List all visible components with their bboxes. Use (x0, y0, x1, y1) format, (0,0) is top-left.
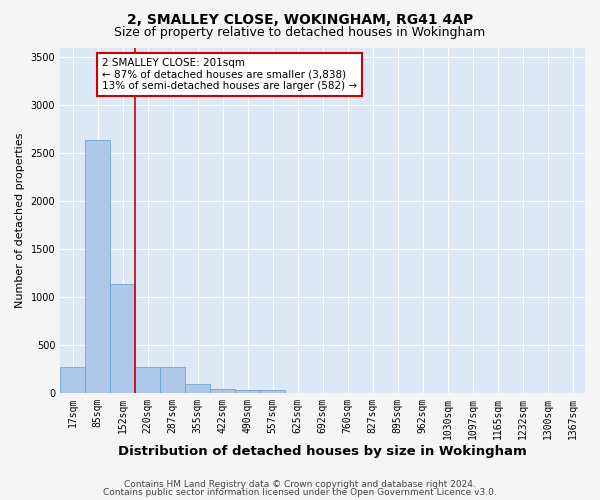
Bar (185, 384, 210, 393)
Bar (235, 390, 260, 393)
Bar (210, 388, 235, 393)
Bar (110, 284, 135, 393)
Text: Size of property relative to detached houses in Wokingham: Size of property relative to detached ho… (115, 26, 485, 39)
Bar (160, 367, 185, 393)
Text: Contains HM Land Registry data © Crown copyright and database right 2024.: Contains HM Land Registry data © Crown c… (124, 480, 476, 489)
Y-axis label: Number of detached properties: Number of detached properties (15, 132, 25, 308)
Bar (85, 140, 110, 393)
Text: 2 SMALLEY CLOSE: 201sqm
← 87% of detached houses are smaller (3,838)
13% of semi: 2 SMALLEY CLOSE: 201sqm ← 87% of detache… (102, 58, 357, 91)
Bar (260, 390, 285, 393)
Text: Contains public sector information licensed under the Open Government Licence v3: Contains public sector information licen… (103, 488, 497, 497)
Bar (60, 367, 85, 393)
Bar (135, 366, 160, 393)
X-axis label: Distribution of detached houses by size in Wokingham: Distribution of detached houses by size … (118, 444, 527, 458)
Text: 2, SMALLEY CLOSE, WOKINGHAM, RG41 4AP: 2, SMALLEY CLOSE, WOKINGHAM, RG41 4AP (127, 12, 473, 26)
